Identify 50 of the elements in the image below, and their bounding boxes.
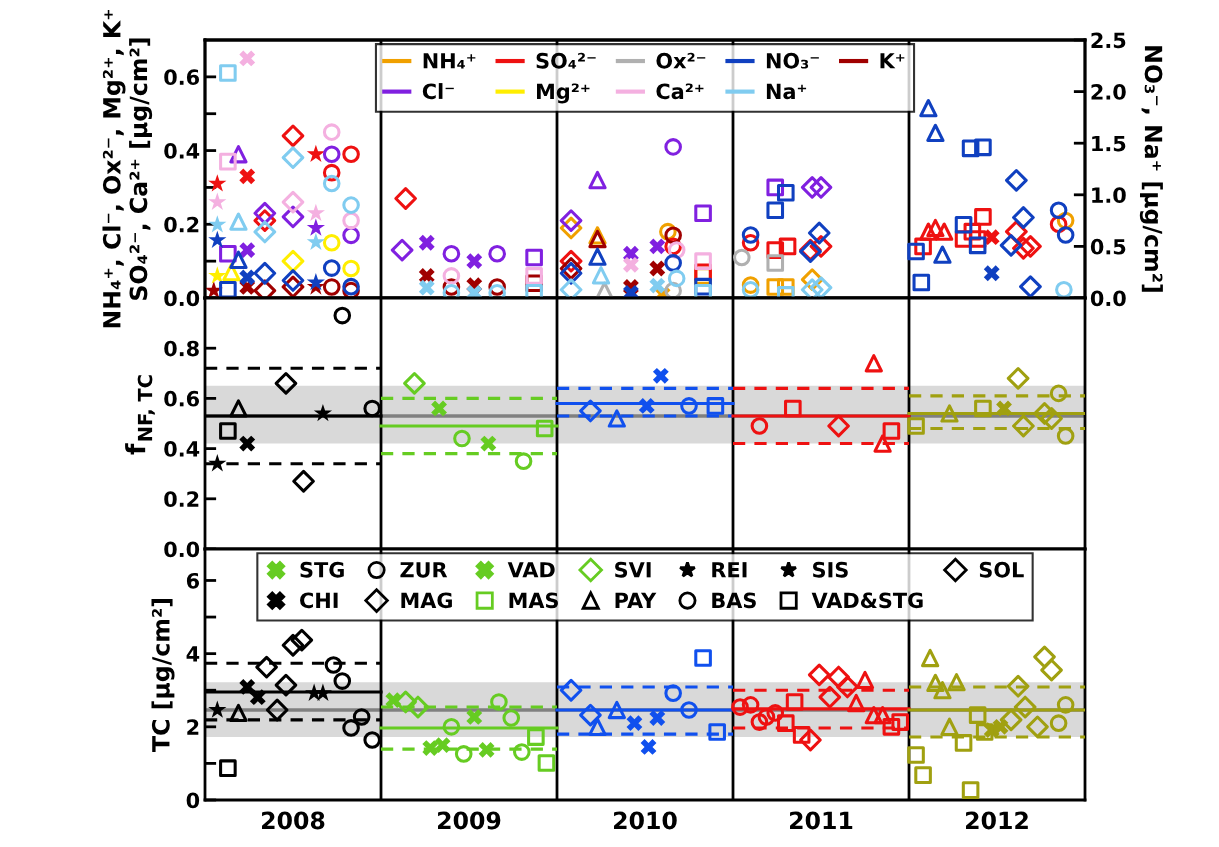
legend-label: REI — [712, 562, 747, 578]
legend-label: SIS — [813, 561, 848, 578]
y-axis-title: TC [µg/cm²] — [151, 598, 175, 752]
legend-label: NO₃⁻ — [766, 52, 819, 69]
legend-label: VAD — [507, 562, 555, 578]
legend-label: Mg²⁺ — [537, 83, 590, 104]
x-tick-label: 2009 — [438, 811, 501, 830]
legend-label: K⁺ — [880, 53, 905, 69]
x-tick-label: 2010 — [614, 811, 677, 830]
legend-label: MAS — [509, 592, 558, 609]
x-tick-label: 2012 — [966, 811, 1028, 830]
y-tick-label: 0.4 — [164, 143, 200, 159]
y-tick-label: 0.2 — [164, 491, 199, 508]
x-tick-label: 2008 — [262, 811, 325, 830]
y-tick-label: 0.2 — [164, 216, 199, 233]
y-axis-title: NH₄⁺, Cl⁻, Ox²⁻, Mg²⁺, K⁺ SO₄²⁻, Ca²⁺ [µg/cm²] — [102, 10, 153, 328]
legend-label: PAY — [615, 592, 657, 608]
y-axis-title: fNF, TC — [125, 375, 155, 455]
legend-label: VAD&STG — [811, 592, 923, 609]
legend-label: Cl⁻ — [422, 83, 454, 100]
y2-axis-title: NO₃⁻, Na⁺ [µg/cm²] — [1139, 46, 1163, 292]
y-tick-label: 0.8 — [164, 340, 199, 357]
y-tick-label: 0.0 — [164, 290, 200, 307]
y2-tick-label: 2.5 — [1091, 32, 1126, 49]
legend-label: NH₄⁺ — [423, 53, 476, 69]
legend-label: Na⁺ — [766, 83, 807, 100]
legend-label: Ca²⁺ — [656, 83, 704, 100]
x-tick-label: 2011 — [790, 811, 853, 830]
legend-label: SO₄²⁻ — [536, 52, 596, 69]
y-tick-label: 6 — [186, 572, 200, 589]
legend-label: Ox²⁻ — [656, 52, 706, 69]
legend-label: ZUR — [400, 562, 448, 578]
y-tick-label: 0 — [186, 792, 200, 809]
y-tick-label: 4 — [186, 646, 200, 662]
y2-tick-label: 0.0 — [1090, 290, 1126, 307]
y2-tick-label: 1.5 — [1092, 135, 1126, 152]
y2-tick-label: 1.0 — [1092, 187, 1126, 204]
legend-label: CHI — [300, 592, 338, 609]
legend-label: BAS — [712, 592, 756, 609]
legend-label: MAG — [401, 592, 452, 609]
legend-label: SOL — [979, 561, 1024, 578]
y-tick-label: 2 — [187, 719, 199, 735]
y-tick-label: 0.6 — [164, 390, 200, 407]
y2-tick-label: 0.5 — [1090, 238, 1126, 255]
y2-tick-label: 2.0 — [1091, 84, 1126, 100]
y-tick-label: 0.0 — [164, 541, 200, 558]
y-tick-label: 0.6 — [164, 69, 200, 86]
y-tick-label: 0.4 — [164, 441, 200, 457]
legend-label: STG — [300, 561, 344, 578]
legend-label: SVI — [615, 561, 651, 578]
